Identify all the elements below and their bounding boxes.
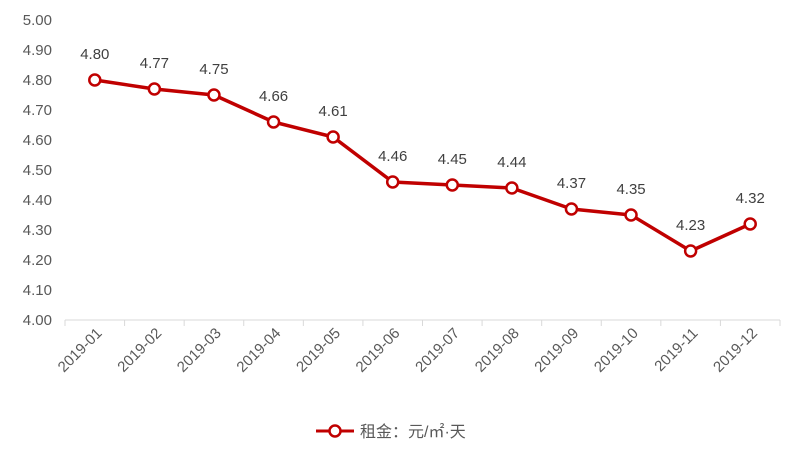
x-tick-label: 2019-06 [353, 325, 404, 376]
y-tick-label: 4.60 [23, 132, 52, 149]
data-label: 4.61 [319, 103, 348, 120]
data-label: 4.77 [140, 55, 169, 72]
x-tick-label: 2019-05 [293, 325, 344, 376]
data-label: 4.66 [259, 88, 288, 105]
data-label: 4.75 [199, 61, 228, 78]
data-point [624, 208, 638, 222]
data-label: 4.45 [438, 151, 467, 168]
legend: 租金：元/㎡·天 [316, 423, 466, 441]
series-line [94, 78, 751, 253]
data-point [266, 115, 281, 129]
y-tick-label: 4.40 [23, 192, 52, 209]
x-tick-label: 2019-08 [472, 325, 523, 376]
data-label: 4.23 [676, 217, 705, 234]
y-tick-label: 4.80 [23, 72, 52, 89]
data-point [445, 178, 460, 192]
data-label: 4.35 [616, 181, 645, 198]
data-label: 4.32 [736, 190, 765, 207]
data-point [683, 244, 698, 258]
x-tick-label: 2019-02 [114, 325, 165, 376]
data-label: 4.46 [378, 148, 407, 165]
x-tick-label: 2019-03 [174, 325, 225, 376]
data-label: 4.44 [497, 154, 526, 171]
x-tick-label: 2019-04 [233, 325, 284, 376]
y-tick-label: 4.00 [23, 312, 52, 329]
y-tick-label: 4.20 [23, 252, 52, 269]
y-tick-label: 4.30 [23, 222, 52, 239]
x-tick-label: 2019-09 [531, 325, 582, 376]
data-point [88, 73, 102, 87]
x-tick-label: 2019-11 [651, 325, 701, 375]
data-label: 4.80 [80, 46, 109, 63]
x-tick-label: 2019-07 [412, 325, 463, 376]
data-point [326, 130, 340, 144]
data-point [207, 88, 221, 102]
x-tick-label: 2019-01 [55, 325, 106, 376]
y-tick-label: 4.50 [23, 162, 52, 179]
data-point [743, 217, 757, 231]
data-point [385, 175, 400, 189]
y-tick-label: 4.70 [23, 102, 52, 119]
x-tick-label: 2019-10 [591, 325, 642, 376]
x-axis: 2019-01 2019-02 2019-03 2019-04 2019-05 2019-… [55, 319, 781, 376]
data-point [564, 202, 579, 216]
y-axis: 4.00 4.10 4.20 4.30 4.40 4.50 4.60 4.70 4.80 4.90… [23, 12, 52, 329]
y-tick-label: 4.10 [23, 282, 52, 299]
y-tick-label: 4.90 [23, 42, 52, 59]
legend-label: 租金：元/㎡·天 [360, 423, 466, 441]
x-tick-label: 2019-12 [710, 325, 761, 376]
data-point [505, 181, 519, 195]
data-point [147, 82, 162, 96]
series-rent: 4.80 4.77 4.75 4.66 4.61 4.46 4.45 4.44 4.37 4.35… [80, 46, 765, 258]
y-tick-label: 5.00 [23, 12, 52, 29]
data-label: 4.37 [557, 175, 586, 192]
legend-marker [328, 424, 342, 438]
